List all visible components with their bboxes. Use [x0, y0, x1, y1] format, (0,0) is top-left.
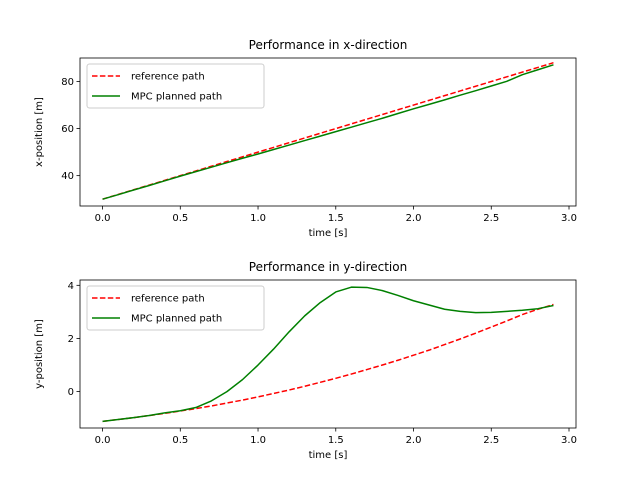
- x-axis-label: time [s]: [309, 450, 348, 461]
- chart-panel-1: 0.0 0.5 1.0 1.5 2.0 2.5 3.0 40 60 80 time [s] x-pos…: [34, 38, 577, 239]
- axes-frame: [79, 279, 577, 429]
- x-tick-label: 0.5: [172, 213, 188, 224]
- x-tick-label: 2.0: [406, 435, 422, 446]
- x-tick-label: 1.0: [250, 213, 266, 224]
- chart-title: Performance in x-direction: [249, 38, 408, 52]
- legend-label: reference path: [131, 72, 205, 83]
- y-tick-label: 4: [68, 281, 74, 292]
- series-line-mpc-planned-path: [102, 64, 554, 200]
- y-axis-label: x-position [m]: [34, 97, 45, 167]
- x-tick-label: 0.0: [95, 435, 111, 446]
- x-axis-label: time [s]: [309, 228, 348, 239]
- legend-box: [86, 63, 265, 109]
- x-tick-label: 3.0: [561, 435, 577, 446]
- axes-frame: [79, 57, 577, 207]
- y-tick-label: 40: [61, 171, 74, 182]
- series-line-reference-path: [102, 61, 554, 200]
- x-tick-label: 1.5: [328, 213, 344, 224]
- legend-label: reference path: [131, 294, 205, 305]
- x-tick-label: 0.0: [95, 213, 111, 224]
- chart-title: Performance in y-direction: [249, 260, 407, 274]
- x-tick-label: 2.0: [406, 213, 422, 224]
- y-tick-label: 2: [68, 334, 74, 345]
- legend-box: [86, 285, 265, 331]
- y-tick-label: 0: [68, 387, 74, 398]
- y-tick-label: 80: [61, 77, 74, 88]
- x-tick-label: 2.5: [483, 435, 499, 446]
- chart-panel-2: 0.0 0.5 1.0 1.5 2.0 2.5 3.0 0 2 4 time [s] y-positi…: [34, 260, 577, 461]
- legend: reference path MPC planned path: [86, 285, 265, 331]
- legend-label: MPC planned path: [131, 314, 222, 325]
- x-tick-label: 0.5: [172, 435, 188, 446]
- legend-label: MPC planned path: [131, 92, 222, 103]
- x-tick-label: 2.5: [483, 213, 499, 224]
- y-axis-label: y-position [m]: [34, 319, 45, 389]
- series-line-mpc-planned-path: [102, 286, 554, 423]
- legend: reference path MPC planned path: [86, 63, 265, 109]
- x-tick-label: 3.0: [561, 213, 577, 224]
- x-tick-label: 1.5: [328, 435, 344, 446]
- x-tick-label: 1.0: [250, 435, 266, 446]
- y-tick-label: 60: [61, 124, 74, 135]
